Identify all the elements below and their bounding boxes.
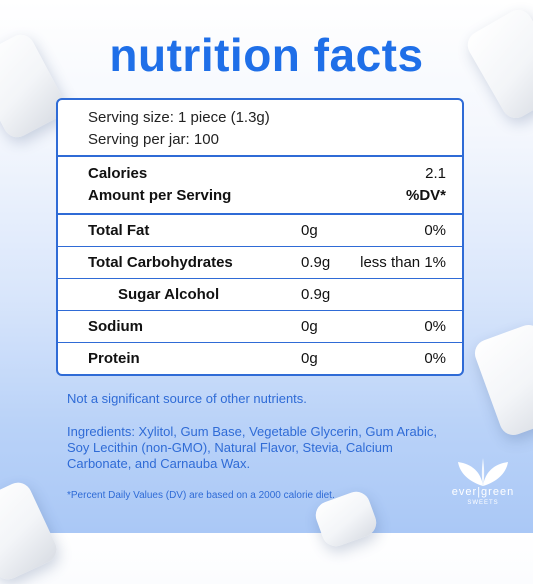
gum-piece-bottom-left [0,478,62,584]
nutrient-amount: 0g [301,222,318,239]
serving-per-jar: Serving per jar: 100 [88,131,219,148]
divider [58,213,462,215]
dv-header: %DV* [405,187,446,204]
divider [58,155,462,157]
nutrient-label: Total Fat [88,222,150,239]
nutrient-row: Total Carbohydrates 0.9g less than 1% [58,247,462,278]
nutrient-amount: 0.9g [301,254,331,271]
brand-name: ever|green [451,486,515,498]
nutrient-label: Protein [88,350,140,367]
divider [58,278,462,279]
brand-logo: ever|green SWEETS [448,456,518,518]
calories-row: Calories 2.1 [58,163,462,185]
nutrient-label: Sugar Alcohol [118,286,220,303]
ingredients-text: Ingredients: Xylitol, Gum Base, Vegetabl… [67,424,437,471]
nutrient-note: Not a significant source of other nutrie… [67,391,307,406]
calories-block: Calories 2.1 Amount per Serving %DV* [58,157,462,213]
nutrient-amount: 0g [301,318,318,335]
nutrient-row: Sodium 0g 0% [58,311,462,342]
divider [58,246,462,247]
footnote: *Percent Daily Values (DV) are based on … [67,490,335,501]
calories-label: Calories [88,165,148,182]
nutrient-amount: 0g [301,350,318,367]
nutrient-row: Protein 0g 0% [58,343,462,374]
nutrient-label: Total Carbohydrates [88,254,233,271]
amount-header-row: Amount per Serving %DV* [58,185,462,207]
calories-value: 2.1 [425,165,446,182]
serving-size: Serving size: 1 piece (1.3g) [88,109,270,126]
page-title: nutrition facts [109,29,424,81]
leaf-icon [458,458,508,486]
nutrient-dv: 0% [424,318,446,335]
nutrient-amount: 0.9g [301,286,331,303]
nutrient-dv: 0% [424,350,446,367]
gum-piece-right [471,321,533,439]
nutrient-dv: less than 1% [360,254,446,271]
divider [58,310,462,311]
amount-header-label: Amount per Serving [88,187,232,204]
nutrient-label: Sodium [88,318,143,335]
serving-info: Serving size: 1 piece (1.3g) Serving per… [58,100,462,155]
brand-sub: SWEETS [467,500,499,506]
nutrition-panel: Serving size: 1 piece (1.3g) Serving per… [56,98,464,376]
nutrient-row: Total Fat 0g 0% [58,215,462,246]
nutrient-dv: 0% [424,222,446,239]
divider [58,342,462,343]
nutrient-row: Sugar Alcohol 0.9g [58,279,462,310]
